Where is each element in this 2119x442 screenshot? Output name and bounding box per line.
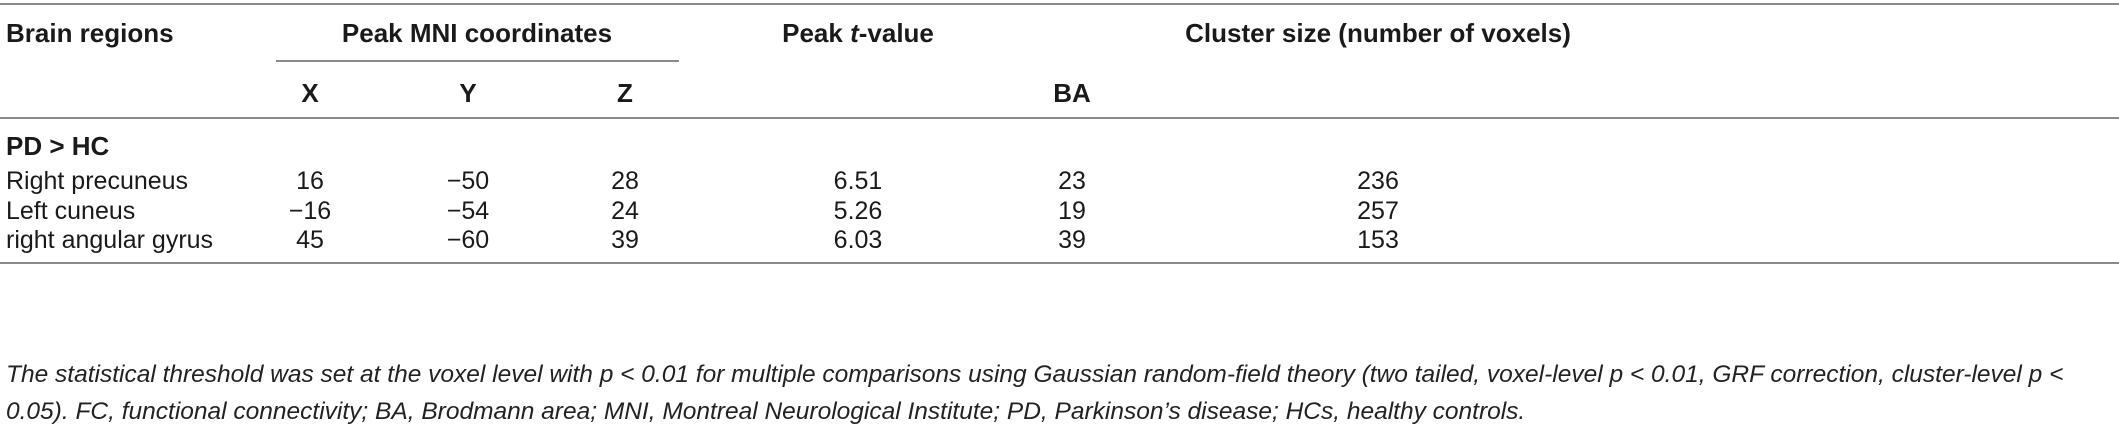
header-bottom-rule xyxy=(0,117,2119,119)
row-1-x: 16 xyxy=(296,167,324,195)
row-3-y: −60 xyxy=(446,226,490,254)
top-rule xyxy=(0,3,2119,5)
row-3-z: 39 xyxy=(611,226,639,254)
row-3-ba: 39 xyxy=(1058,226,1086,254)
header-ba: BA xyxy=(1053,78,1091,108)
row-3-t-value: 6.03 xyxy=(833,226,883,254)
row-3-region: right angular gyrus xyxy=(6,226,214,254)
mni-subheader-rule xyxy=(276,60,679,62)
table-footnote: The statistical threshold was set at the… xyxy=(6,361,2064,425)
row-1-y: −50 xyxy=(446,167,490,195)
body-bottom-rule xyxy=(0,262,2119,264)
row-2-y: −54 xyxy=(446,197,490,225)
row-3-x: 45 xyxy=(296,226,324,254)
header-x: X xyxy=(301,78,319,108)
row-1-cluster: 236 xyxy=(1357,167,1399,195)
group-label: PD > HC xyxy=(6,131,110,161)
row-2-cluster: 257 xyxy=(1357,197,1399,225)
row-1-z: 28 xyxy=(611,167,639,195)
row-2-x: −16 xyxy=(288,197,332,225)
row-3-cluster: 153 xyxy=(1357,226,1399,254)
row-2-z: 24 xyxy=(611,197,639,225)
header-brain-regions: Brain regions xyxy=(6,18,174,48)
row-1-ba: 23 xyxy=(1058,167,1086,195)
row-2-region: Left cuneus xyxy=(6,197,136,225)
header-z: Z xyxy=(617,78,633,108)
header-peak-t-value: Peak t-value xyxy=(782,18,934,48)
row-1-t-value: 6.51 xyxy=(833,167,883,195)
row-2-ba: 19 xyxy=(1058,197,1086,225)
header-peak-mni: Peak MNI coordinates xyxy=(341,18,613,48)
row-2-t-value: 5.26 xyxy=(833,197,883,225)
header-cluster-size: Cluster size (number of voxels) xyxy=(1185,18,1571,48)
row-1-region: Right precuneus xyxy=(6,167,189,195)
header-y: Y xyxy=(459,78,477,108)
